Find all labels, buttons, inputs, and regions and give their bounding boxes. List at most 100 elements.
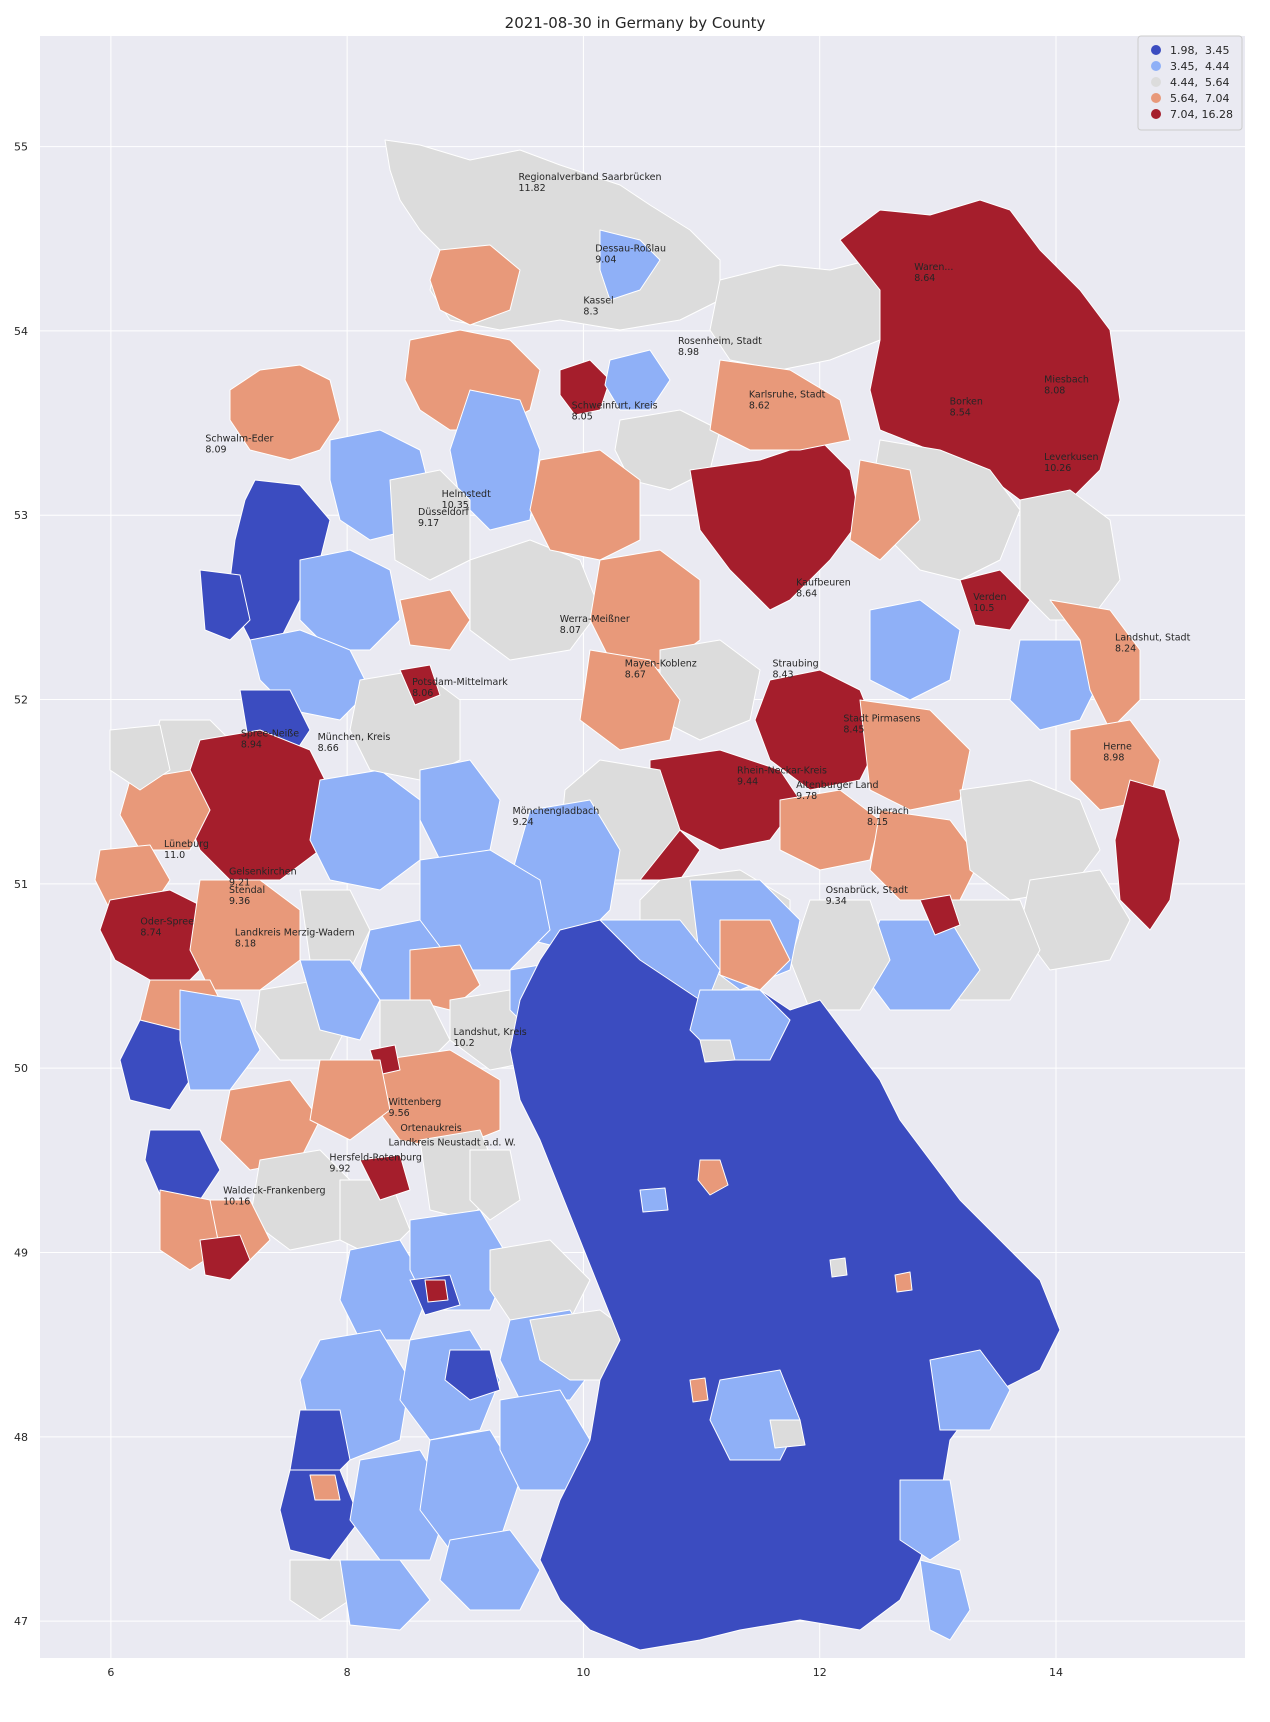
county-label-name: Helmstedt (442, 489, 491, 500)
legend-box (1137, 35, 1243, 131)
county-label-name: Mayen-Koblenz (625, 658, 697, 669)
county-label-value: 8.64 (796, 588, 817, 599)
region-koeln (189, 879, 301, 991)
y-tick-label: 55 (14, 141, 28, 154)
county-label-name: Straubing (772, 658, 818, 669)
legend: 1.98, 3.45 3.45, 4.44 4.44, 5.64 5.64, 7.04… (1137, 35, 1243, 131)
county-label-value: 8.94 (241, 739, 262, 750)
y-tick-label: 49 (14, 1247, 28, 1260)
region-guetersloh-red (399, 664, 441, 706)
county-label-name: Potsdam-Mittelmark (412, 677, 508, 688)
y-tick-label: 52 (14, 694, 28, 707)
region-bayern-grey-1 (769, 1419, 806, 1449)
legend-label: 7.04, 16.28 (1170, 108, 1233, 121)
region-bayern-grey-2 (829, 1257, 848, 1278)
region-osnabrueck (299, 549, 401, 651)
county-label-name: Gelsenkirchen (229, 867, 297, 878)
county-label-value: 8.18 (235, 938, 256, 949)
county-label-value: 8.54 (950, 408, 971, 419)
legend-label: 4.44, 5.64 (1170, 76, 1229, 89)
county-label-name: Schwalm-Eder (205, 434, 273, 445)
x-tick-label: 6 (107, 1666, 114, 1679)
region-havelland (849, 459, 921, 561)
region-chemnitz-red (919, 894, 961, 936)
county-label-value: 8.62 (749, 400, 770, 411)
legend-label: 1.98, 3.45 (1170, 44, 1229, 57)
county-label-value: 9.34 (826, 896, 847, 907)
county-label-name: Hersfeld-Rotenburg (329, 1152, 422, 1163)
county-label-name: Düsseldorf (418, 507, 469, 518)
region-cuxhaven (429, 244, 521, 326)
x-tick-label: 10 (576, 1666, 590, 1679)
legend-marker (1151, 109, 1161, 119)
county-label-name: Landkreis Merzig-Wadern (235, 927, 355, 938)
county-label-name: Wittenberg (389, 1097, 442, 1108)
region-konstanz (339, 1559, 431, 1631)
county-label-name: Waldeck-Frankenberg (223, 1186, 325, 1197)
county-label-value: 8.67 (625, 669, 646, 680)
region-wesel (119, 769, 211, 851)
county-label-value: 10.35 (442, 500, 469, 511)
y-tick-label: 51 (14, 878, 28, 891)
legend-marker (1151, 77, 1161, 87)
county-label-name: Verden (973, 592, 1006, 603)
county-label-value: 8.05 (572, 411, 593, 422)
county-label-value: 9.44 (737, 776, 758, 787)
region-prignitz (709, 359, 851, 451)
county-label-value: 8.66 (318, 743, 339, 754)
region-lueneburg-blue (604, 349, 671, 411)
county-label-name: Ortenaukreis (400, 1123, 461, 1134)
county-label-value: 11.0 (164, 850, 185, 861)
county-label-name: Landkreis Neustadt a.d. W. (389, 1138, 516, 1149)
region-siegen (299, 889, 371, 971)
region-harz (579, 649, 681, 751)
county-label-name: Mönchengladbach (513, 806, 600, 817)
county-label-name: Schweinfurt, Kreis (572, 400, 658, 411)
region-ostholstein (599, 229, 661, 301)
county-label-name: Karlsruhe, Stadt (749, 389, 826, 400)
county-label-value: 11.82 (518, 183, 545, 194)
region-bayern-lightblue-se (899, 1479, 961, 1561)
county-label-name: München, Kreis (318, 732, 391, 743)
legend-marker (1151, 93, 1161, 103)
county-label-name: Regionalverband Saarbrücken (518, 172, 661, 183)
county-label-name: Spree-Neiße (241, 728, 299, 739)
county-label-value: 9.92 (329, 1163, 350, 1174)
county-label-name: Herne (1103, 741, 1132, 752)
county-label-name: Osnabrück, Stadt (826, 885, 909, 896)
region-hannover (469, 539, 601, 661)
county-label-value: 8.74 (140, 927, 161, 938)
region-bayern-lightblue-s (919, 1559, 971, 1641)
county-label-value: 8.43 (772, 669, 793, 680)
axis-ticks: 6 8 10 12 14 47 48 49 50 51 52 53 54 55 (14, 141, 1063, 1679)
region-odenwald (469, 1149, 521, 1221)
region-stuttgart-red (424, 1279, 449, 1303)
region-nordsachsen (959, 779, 1101, 901)
legend-label: 5.64, 7.04 (1170, 92, 1229, 105)
region-loerrach (289, 1559, 351, 1621)
region-rhein-neckar-red (359, 1154, 411, 1201)
county-label-name: Landshut, Stadt (1115, 633, 1191, 644)
county-label-value: 9.24 (513, 817, 534, 828)
county-label-value: 9.21 (229, 878, 250, 889)
region-heide (449, 389, 541, 531)
region-saarbruecken-red (199, 1234, 251, 1281)
county-regions (94, 139, 1181, 1651)
region-anhalt-bitterfeld (859, 699, 971, 811)
county-label-value: 8.06 (412, 688, 433, 699)
region-ravensburg (439, 1529, 541, 1611)
chart-title: 2021-08-30 in Germany by County (505, 14, 766, 32)
county-label-value: 10.2 (453, 1038, 474, 1049)
county-label-name: Stadt Pirmasens (843, 714, 920, 725)
county-label-value: 9.17 (418, 518, 439, 529)
region-vorpommern (839, 199, 1121, 511)
region-freiburg-orange (309, 1474, 341, 1501)
region-bayern-lightblue-center (639, 1187, 669, 1213)
region-bayern-orange-2 (689, 1377, 709, 1403)
county-label-name: Kaufbeuren (796, 577, 851, 588)
county-label-name: Stendal (229, 885, 265, 896)
county-label-value: 9.78 (796, 791, 817, 802)
region-bayern-main (509, 919, 1061, 1651)
region-minden (399, 589, 471, 651)
